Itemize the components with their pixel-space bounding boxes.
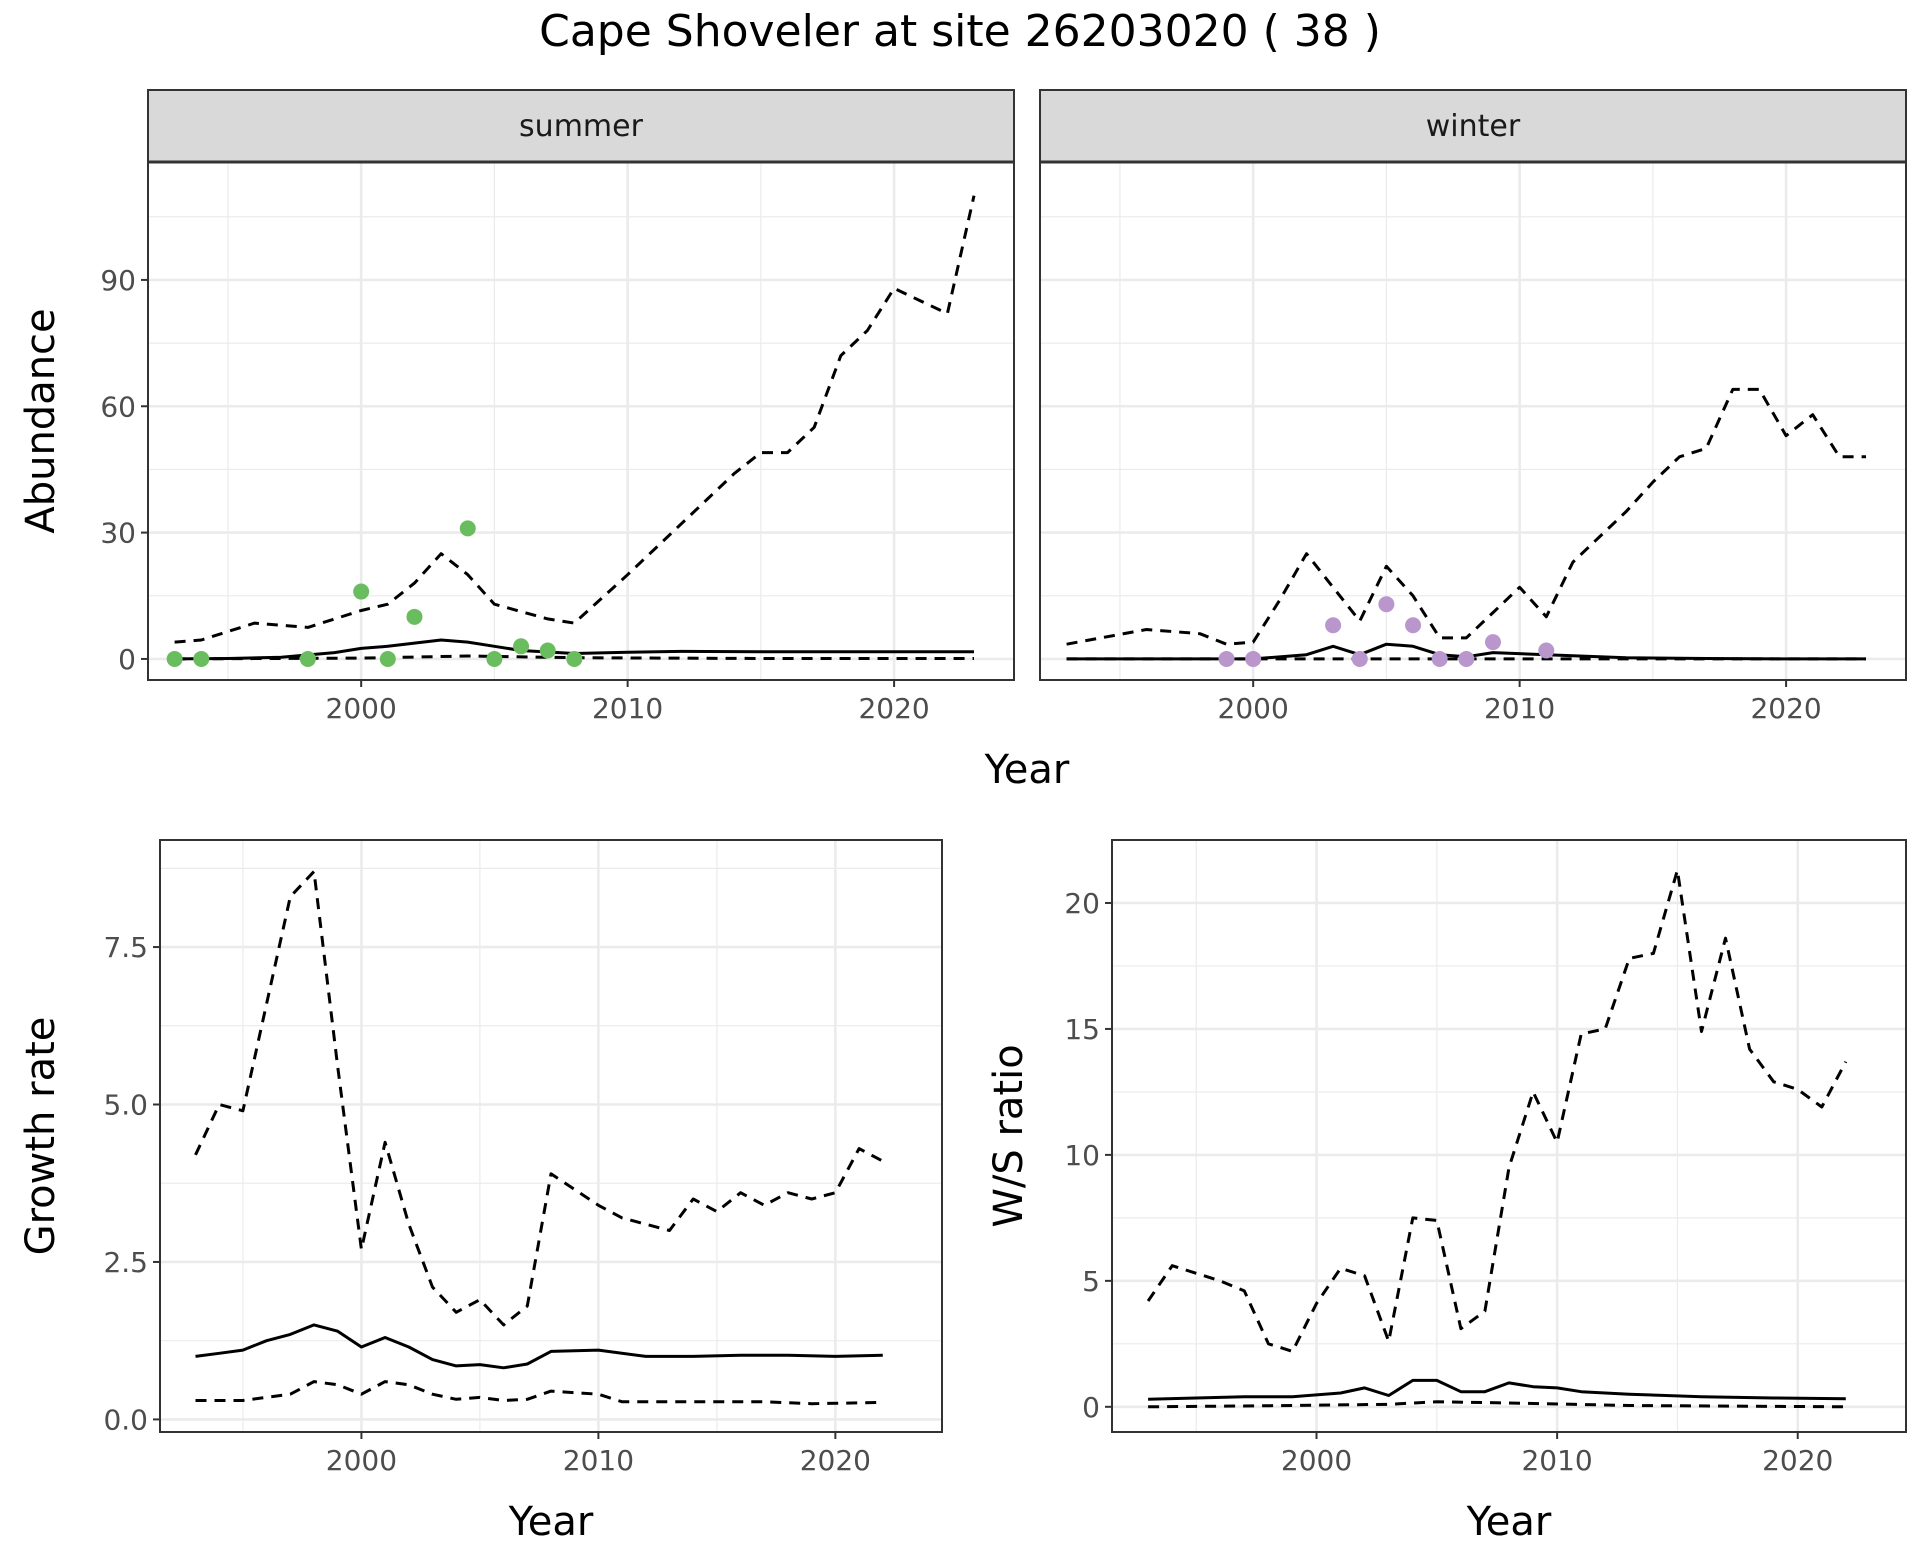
y-tick-label: 60 (100, 390, 136, 423)
observed-count-point (1458, 650, 1475, 667)
observed-count-point (193, 650, 210, 667)
observed-count-point (1484, 634, 1501, 651)
observed-count-point (486, 650, 503, 667)
y-tick-label: 2.5 (103, 1246, 148, 1279)
y-tick-label: 0 (1082, 1391, 1100, 1424)
y-tick-label: 7.5 (103, 931, 148, 964)
upper-bound-line (1066, 387, 1866, 646)
observed-count-point (299, 650, 316, 667)
observed-count-point (1325, 617, 1342, 634)
figure-title: Cape Shoveler at site 26203020 ( 38 ) (539, 6, 1381, 57)
x-tick-label: 2010 (563, 1444, 634, 1477)
y-tick-label: 90 (100, 264, 136, 297)
y-tick-label: 0.0 (103, 1403, 148, 1436)
x-tick-label: 2020 (800, 1444, 871, 1477)
facet-strip-label: summer (519, 109, 644, 144)
panel-border (147, 161, 1015, 681)
observed-count-point (1378, 596, 1395, 613)
observed-count-point (1245, 650, 1262, 667)
observed-count-point (353, 583, 370, 600)
x-axis-title: Year (508, 1499, 594, 1545)
observed-count-point (1405, 617, 1422, 634)
lower-bound-line (195, 1380, 883, 1406)
y-tick-label: 10 (1064, 1139, 1100, 1172)
panel-border (159, 839, 943, 1433)
y-tick-label: 30 (100, 517, 136, 550)
x-tick-label: 2000 (1281, 1444, 1352, 1477)
lower-bound-line (174, 654, 974, 661)
x-tick-label: 2020 (858, 692, 929, 725)
x-axis-title: Year (984, 747, 1070, 793)
x-tick-label: 2010 (1484, 692, 1555, 725)
observed-count-point (1431, 650, 1448, 667)
lower-bound-line (1148, 1400, 1846, 1409)
observed-count-point (379, 650, 396, 667)
y-tick-label: 5.0 (103, 1089, 148, 1122)
x-tick-label: 2020 (1762, 1444, 1833, 1477)
panel-border (1111, 839, 1907, 1433)
facet-strip-label: winter (1426, 109, 1521, 144)
y-tick-label: 15 (1064, 1013, 1100, 1046)
x-tick-label: 2000 (326, 692, 397, 725)
upper-bound-line (1146, 868, 1848, 1353)
x-tick-label: 2010 (1521, 1444, 1592, 1477)
observed-count-point (166, 650, 183, 667)
mean-line (1148, 1378, 1846, 1401)
observed-count-point (1538, 642, 1555, 659)
x-tick-label: 2000 (326, 1444, 397, 1477)
y-axis-title: Growth rate (18, 1017, 64, 1256)
y-tick-label: 5 (1082, 1265, 1100, 1298)
x-axis-title: Year (1466, 1499, 1552, 1545)
upper-bound-line (194, 870, 884, 1327)
y-axis-title: Abundance (18, 308, 64, 533)
observed-count-point (1351, 650, 1368, 667)
facet-strip-summer (147, 89, 1015, 163)
x-tick-label: 2010 (592, 692, 663, 725)
y-axis-title: W/S ratio (986, 1044, 1032, 1227)
y-tick-label: 0 (118, 643, 136, 676)
observed-count-point (459, 520, 476, 537)
y-tick-label: 20 (1064, 887, 1100, 920)
observed-count-point (406, 608, 423, 625)
x-tick-label: 2020 (1750, 692, 1821, 725)
facet-strip-winter (1039, 89, 1907, 163)
observed-count-point (1218, 650, 1235, 667)
mean-line (195, 1323, 883, 1370)
x-tick-label: 2000 (1218, 692, 1289, 725)
upper-bound-line (174, 195, 976, 644)
observed-count-point (566, 650, 583, 667)
observed-count-point (539, 642, 556, 659)
observed-count-point (513, 638, 530, 655)
